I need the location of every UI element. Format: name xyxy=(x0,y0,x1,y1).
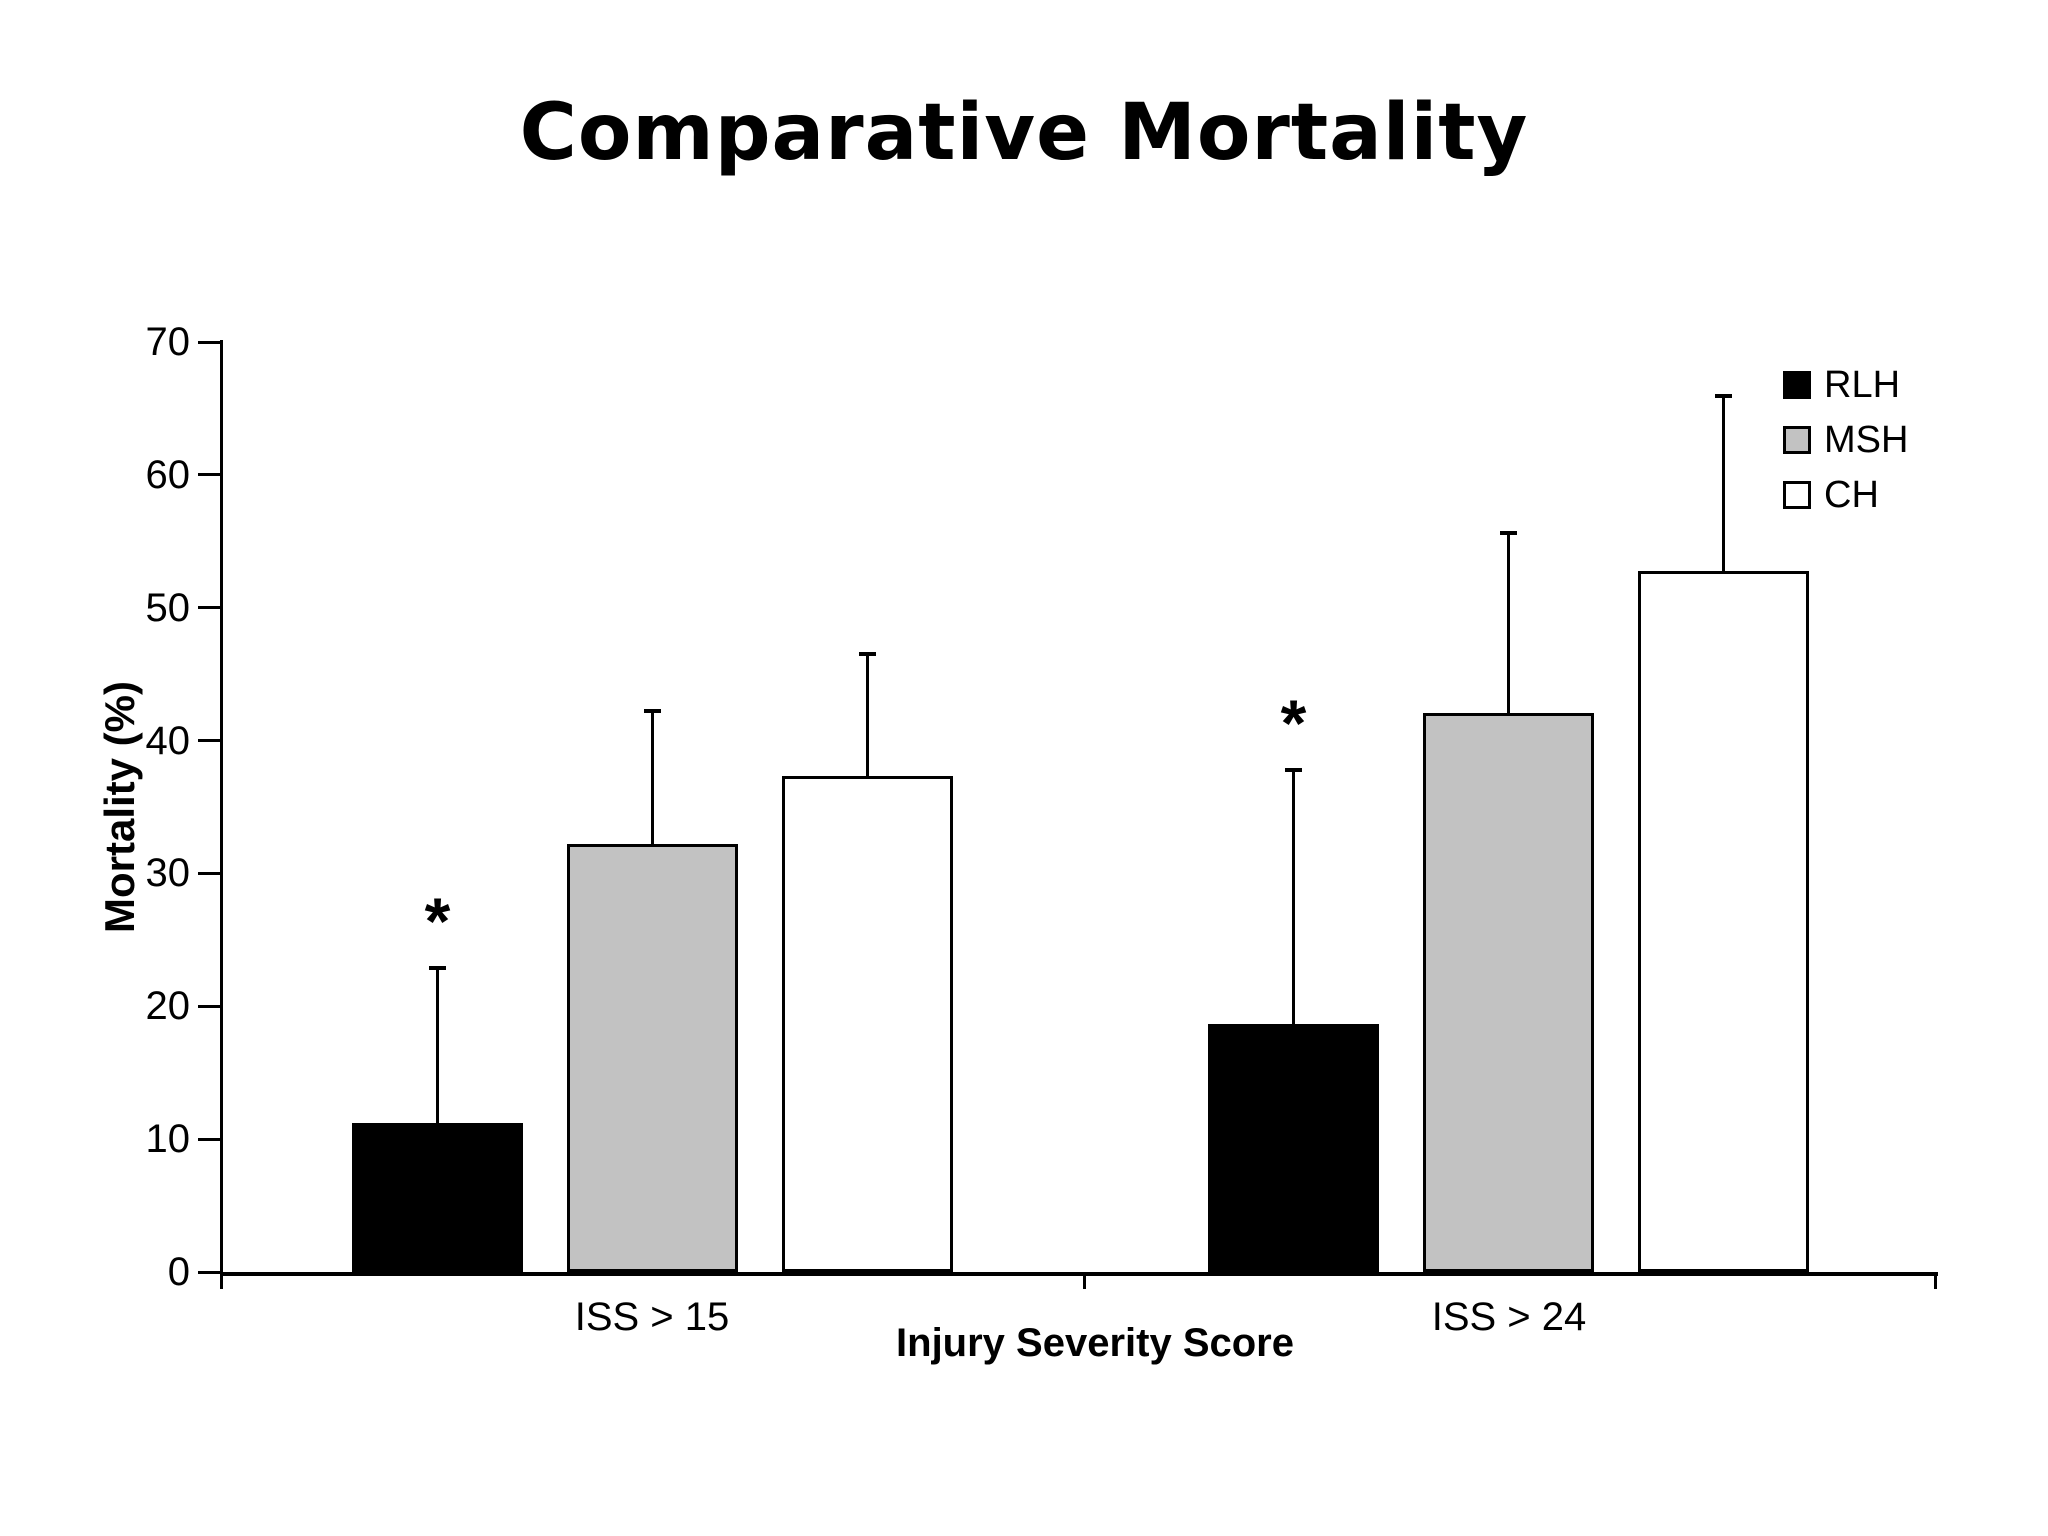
error-bar-ch-1 xyxy=(866,654,869,777)
bar-msh-2 xyxy=(1423,712,1594,1272)
y-tick-label-50: 50 xyxy=(145,585,191,630)
y-tick-label-60: 60 xyxy=(145,452,191,497)
y-tick-label-10: 10 xyxy=(145,1117,191,1162)
y-tick-50 xyxy=(198,606,220,610)
error-bar-rlh-1 xyxy=(436,969,439,1124)
y-axis-title: Mortality (%) xyxy=(96,681,143,933)
legend-swatch-msh-icon xyxy=(1783,426,1811,454)
x-axis-title: Injury Severity Score xyxy=(896,1321,1294,1365)
chart-title: Comparative Mortality xyxy=(519,88,1529,178)
error-cap-ch-2 xyxy=(1715,393,1732,398)
x-category-label-iss24: ISS > 24 xyxy=(1431,1295,1587,1339)
x-category-label-iss15: ISS > 15 xyxy=(574,1295,730,1339)
legend: RLH MSH CH xyxy=(1783,364,1909,536)
bar-ch-1 xyxy=(782,776,953,1272)
y-tick-label-70: 70 xyxy=(145,320,191,364)
y-tick-40 xyxy=(198,739,220,743)
error-cap-ch-1 xyxy=(859,651,876,656)
y-tick-label-20: 20 xyxy=(145,984,191,1029)
plot-area: 0 10 20 30 40 50 60 70 * * xyxy=(146,320,1938,1294)
y-tick-20 xyxy=(198,1004,220,1008)
error-bar-msh-1 xyxy=(651,711,654,845)
significance-asterisk-1: * xyxy=(424,884,451,959)
error-bar-ch-2 xyxy=(1722,396,1725,571)
y-axis-line xyxy=(220,340,223,1276)
legend-swatch-ch-icon xyxy=(1783,481,1811,509)
bar-rlh-2 xyxy=(1208,1023,1379,1272)
y-tick-30 xyxy=(198,871,220,875)
error-cap-msh-1 xyxy=(644,708,661,713)
legend-row-ch: CH xyxy=(1783,474,1908,516)
legend-row-rlh: RLH xyxy=(1783,364,1908,406)
legend-label-msh: MSH xyxy=(1824,419,1909,461)
legend-row-msh: MSH xyxy=(1783,419,1909,461)
y-tick-label-0: 0 xyxy=(167,1250,190,1294)
error-cap-rlh-1 xyxy=(429,966,446,971)
error-cap-rlh-2 xyxy=(1285,768,1302,773)
y-tick-0 xyxy=(198,1270,220,1274)
x-tick-origin xyxy=(220,1272,223,1289)
error-bar-msh-2 xyxy=(1507,533,1510,713)
bar-msh-1 xyxy=(567,844,738,1272)
y-tick-label-40: 40 xyxy=(145,718,191,763)
error-bar-rlh-2 xyxy=(1292,771,1295,1024)
y-tick-label-30: 30 xyxy=(145,851,191,896)
y-tick-70 xyxy=(198,340,220,344)
y-tick-10 xyxy=(198,1137,220,1141)
legend-swatch-rlh-icon xyxy=(1783,371,1811,399)
error-cap-msh-2 xyxy=(1500,530,1517,535)
x-axis-line xyxy=(220,1272,1938,1276)
bar-ch-2 xyxy=(1638,570,1809,1272)
x-tick-mid xyxy=(1083,1272,1086,1289)
x-tick-end xyxy=(1934,1272,1937,1289)
bar-rlh-1 xyxy=(352,1123,523,1272)
significance-asterisk-2: * xyxy=(1280,686,1307,761)
legend-label-ch: CH xyxy=(1824,474,1879,516)
y-tick-60 xyxy=(198,473,220,477)
legend-label-rlh: RLH xyxy=(1824,364,1901,406)
